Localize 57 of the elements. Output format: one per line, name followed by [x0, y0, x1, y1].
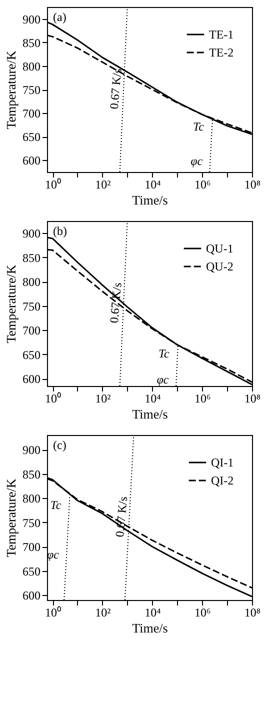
y-tick-label: 650	[22, 564, 40, 578]
x-axis-title: Time/s	[132, 406, 168, 422]
annotation: (c)	[53, 438, 66, 452]
y-axis-title: Temperature/K	[4, 478, 18, 558]
y-tick-label: 650	[22, 348, 40, 362]
y-tick-label: 850	[22, 250, 40, 265]
y-tick-label: 850	[22, 36, 40, 50]
y-tick-label: 850	[22, 467, 40, 482]
x-tick-label: 10⁴	[144, 606, 161, 620]
x-tick-label: 10⁶	[194, 178, 211, 192]
y-tick-label: 750	[22, 83, 40, 97]
x-tick-label: 10²	[95, 392, 112, 406]
x-tick-label: 10⁶	[194, 606, 211, 620]
annotation: Tc	[158, 346, 170, 361]
y-axis-title: Temperature/K	[4, 264, 18, 344]
legend-label: QI-1	[211, 456, 234, 470]
y-tick-label: 800	[22, 59, 40, 74]
x-tick-label: 10⁸	[244, 606, 261, 620]
x-tick-label: 10²	[95, 178, 112, 192]
y-tick-label: 900	[22, 443, 40, 458]
y-tick-label: 750	[22, 516, 40, 530]
x-tick-label: 10⁰	[45, 178, 62, 192]
y-tick-label: 600	[22, 588, 40, 603]
annotation: φc	[156, 372, 170, 386]
annotation: Tc	[193, 120, 205, 134]
x-tick-label: 10⁸	[244, 392, 261, 406]
y-tick-label: 750	[22, 299, 40, 314]
x-tick-label: 10⁸	[244, 178, 261, 192]
y-tick-label: 700	[22, 106, 40, 121]
x-tick-label: 10⁰	[45, 606, 62, 620]
annotation: Tc	[50, 498, 62, 512]
y-tick-label: 700	[22, 540, 40, 554]
y-tick-label: 600	[22, 372, 40, 386]
legend-label: TE-2	[209, 46, 234, 60]
y-tick-label: 700	[22, 324, 40, 338]
y-tick-label: 900	[22, 226, 40, 241]
legend-label: TE-1	[209, 28, 234, 42]
annotation: φc	[190, 154, 204, 168]
x-axis-title: Time/s	[132, 620, 168, 636]
y-axis-title: Temperature/K	[4, 50, 18, 130]
legend-label: QI-2	[211, 474, 234, 488]
annotation: (a)	[53, 10, 66, 24]
y-tick-label: 800	[22, 275, 40, 290]
legend-label: QU-2	[206, 260, 234, 274]
x-tick-label: 10²	[95, 606, 112, 620]
annotation: (b)	[53, 224, 67, 238]
x-axis-title: Time/s	[132, 192, 168, 208]
legend-label: QU-1	[206, 242, 234, 256]
x-tick-label: 10⁴	[144, 178, 161, 192]
y-tick-label: 800	[22, 492, 40, 506]
y-tick-label: 900	[22, 12, 40, 26]
x-tick-label: 10⁴	[144, 392, 161, 406]
x-tick-label: 10⁰	[45, 392, 62, 406]
y-tick-label: 600	[22, 154, 40, 168]
y-tick-label: 650	[22, 130, 40, 144]
x-tick-label: 10⁶	[194, 392, 211, 406]
text: 0.67 K/s	[106, 68, 124, 110]
